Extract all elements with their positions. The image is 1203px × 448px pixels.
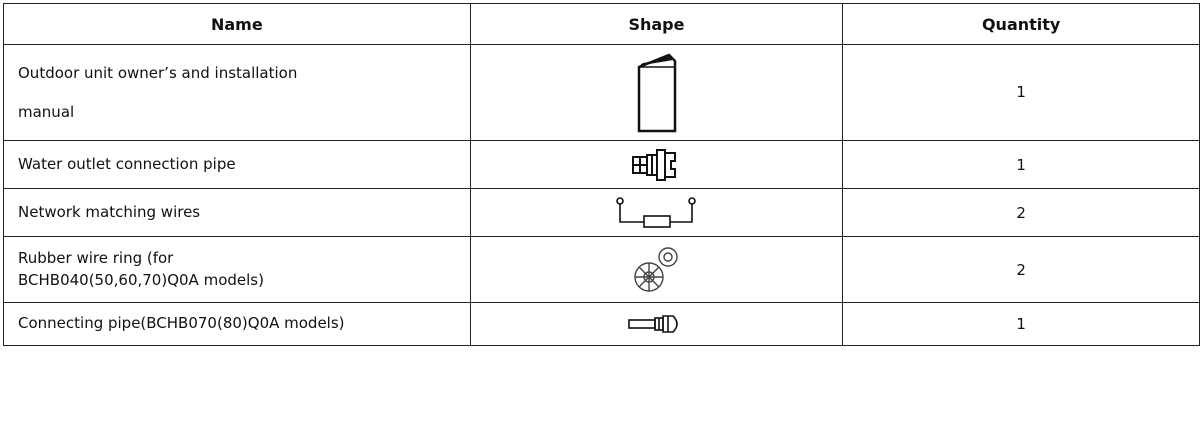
- shape-cell: [469, 188, 844, 237]
- header-cell: Quantity: [842, 3, 1200, 45]
- header-row: Name Shape Quantity: [3, 3, 1200, 45]
- row: Rubber wire ring (for BCHB040(50,60,70)Q…: [3, 236, 1200, 303]
- shape-cell: [469, 302, 844, 346]
- manual-icon: [638, 53, 677, 132]
- shape-cell: [469, 140, 844, 189]
- ring-icon: [634, 246, 679, 292]
- pipe-icon: [632, 148, 677, 181]
- connecting-pipe-icon: [628, 315, 679, 333]
- row: Network matching wires 2: [3, 188, 1200, 237]
- name-cell: Connecting pipe(BCHB070(80)Q0A models): [3, 302, 471, 346]
- row: Water outlet connection pipe 1: [3, 140, 1200, 189]
- name-cell: Network matching wires: [3, 188, 471, 237]
- quantity-cell: 2: [842, 188, 1200, 237]
- header-cell: Name: [3, 3, 471, 45]
- quantity-cell: 1: [842, 140, 1200, 189]
- shape-cell: [469, 44, 844, 141]
- name-cell: Water outlet connection pipe: [3, 140, 471, 189]
- header-cell: Shape: [469, 3, 844, 45]
- name-cell: Outdoor unit owner’s and installation ma…: [3, 44, 471, 141]
- accessory-table: Name Shape Quantity Outdoor unit owner’s…: [3, 3, 1200, 346]
- quantity-cell: 2: [842, 236, 1200, 303]
- shape-cell: [469, 236, 844, 303]
- row: Connecting pipe(BCHB070(80)Q0A models) 1: [3, 302, 1200, 346]
- wire-icon: [616, 196, 697, 228]
- name-cell: Rubber wire ring (for BCHB040(50,60,70)Q…: [3, 236, 471, 303]
- quantity-cell: 1: [842, 44, 1200, 141]
- quantity-cell: 1: [842, 302, 1200, 346]
- row: Outdoor unit owner’s and installation ma…: [3, 44, 1200, 141]
